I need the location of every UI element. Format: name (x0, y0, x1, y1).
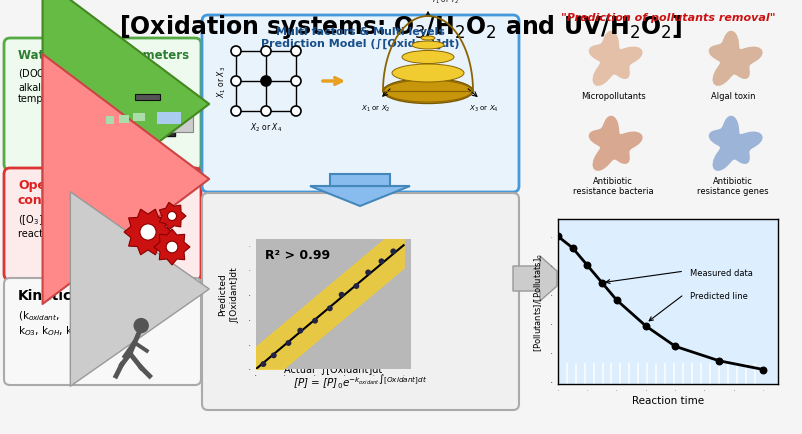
Circle shape (231, 47, 241, 57)
Circle shape (168, 212, 176, 221)
Text: Micropollutants: Micropollutants (581, 92, 646, 101)
Point (757, 366, 770, 373)
Circle shape (166, 242, 178, 253)
Point (267, 352, 280, 359)
Text: $X_3$ or $X_4$: $X_3$ or $X_4$ (469, 104, 499, 114)
Point (552, 233, 565, 240)
Ellipse shape (421, 37, 435, 41)
Polygon shape (709, 32, 763, 87)
Text: Measured data: Measured data (690, 269, 753, 278)
Bar (106, 117, 114, 125)
Circle shape (291, 47, 301, 57)
Text: ([O$_3$]$_0$, [H$_2$O$_2$]$_0$, I$_0$,
reaction time): ([O$_3$]$_0$, [H$_2$O$_2$]$_0$, I$_0$, r… (18, 213, 107, 238)
Text: "Prediction of pollutants removal": "Prediction of pollutants removal" (561, 13, 776, 23)
Point (610, 297, 623, 304)
Text: [P] = [P]$_0$e$^{-k_{oxidant}\int[Oxidant]dt}$: [P] = [P]$_0$e$^{-k_{oxidant}\int[Oxidan… (294, 372, 427, 390)
Text: Antibiotic
resistance bacteria: Antibiotic resistance bacteria (573, 177, 654, 196)
Circle shape (261, 47, 271, 57)
X-axis label: Reaction time: Reaction time (632, 395, 704, 405)
Text: Operating
conditions: Operating conditions (18, 178, 91, 207)
Point (639, 323, 652, 330)
Polygon shape (310, 187, 410, 207)
Bar (132, 110, 146, 150)
FancyBboxPatch shape (4, 39, 201, 171)
Bar (120, 99, 175, 137)
Circle shape (134, 319, 148, 333)
Point (323, 305, 336, 312)
Text: Algal toxin: Algal toxin (711, 92, 755, 101)
Text: (DOC, UV$_{254}$, pH,
alkalinity,
temperature): (DOC, UV$_{254}$, pH, alkalinity, temper… (18, 67, 101, 104)
Text: (k$_{oxidant}$,
k$_{O3}$, k$_{OH}$, k$_{UV}$): (k$_{oxidant}$, k$_{O3}$, k$_{OH}$, k$_{… (18, 308, 87, 337)
Ellipse shape (402, 51, 454, 64)
Polygon shape (513, 256, 557, 301)
Text: R² > 0.99: R² > 0.99 (265, 249, 330, 262)
FancyBboxPatch shape (202, 16, 519, 193)
Point (596, 279, 609, 286)
Point (282, 340, 295, 347)
Circle shape (140, 224, 156, 240)
Text: [Oxidation systems: O$_3$/H$_2$O$_2$ and UV/H$_2$O$_2$]: [Oxidation systems: O$_3$/H$_2$O$_2$ and… (119, 13, 683, 41)
Ellipse shape (383, 79, 473, 104)
Bar (133, 114, 145, 122)
Point (362, 270, 375, 276)
Ellipse shape (392, 65, 464, 83)
Text: $X_2$ or $X_4$: $X_2$ or $X_4$ (250, 122, 282, 134)
Polygon shape (709, 116, 763, 171)
Polygon shape (154, 230, 190, 265)
Text: $X_1$ or $X_3$: $X_1$ or $X_3$ (216, 66, 229, 98)
Circle shape (291, 107, 301, 117)
Bar (118, 112, 130, 147)
Polygon shape (160, 203, 186, 230)
Circle shape (261, 107, 271, 117)
Point (309, 318, 322, 325)
Ellipse shape (412, 42, 444, 50)
FancyBboxPatch shape (4, 169, 201, 280)
Point (581, 262, 593, 269)
Ellipse shape (384, 81, 472, 103)
Y-axis label: [Pollutants]/[Pollutats]$_0$: [Pollutants]/[Pollutats]$_0$ (533, 253, 545, 351)
Circle shape (291, 77, 301, 87)
Point (713, 358, 726, 365)
Point (387, 248, 399, 255)
Bar (135, 95, 160, 101)
Text: Water quality parameters: Water quality parameters (18, 49, 189, 62)
Bar (119, 116, 129, 124)
Circle shape (261, 77, 271, 87)
Point (350, 283, 363, 290)
Point (335, 292, 348, 299)
FancyBboxPatch shape (4, 278, 201, 385)
Bar (157, 113, 181, 125)
Circle shape (231, 107, 241, 117)
Bar (330, 174, 390, 187)
Circle shape (231, 77, 241, 87)
Bar (105, 113, 115, 143)
Bar (155, 107, 193, 133)
Point (566, 245, 579, 252)
Text: Multi factors & Multi levels
Prediction Model (∫[Oxidant]dt): Multi factors & Multi levels Prediction … (261, 27, 460, 49)
Text: $X_1$ or $X_2$: $X_1$ or $X_2$ (361, 104, 391, 114)
Polygon shape (589, 32, 642, 87)
Point (669, 343, 682, 350)
Text: $Y_1$ or $Y_2$: $Y_1$ or $Y_2$ (431, 0, 459, 6)
Text: Antibiotic
resistance genes: Antibiotic resistance genes (697, 177, 769, 196)
Polygon shape (589, 116, 642, 171)
Text: Predicted
∫[Oxidant]dt: Predicted ∫[Oxidant]dt (218, 266, 237, 322)
Point (257, 361, 269, 368)
Circle shape (111, 217, 121, 227)
Text: Predicted line: Predicted line (690, 292, 748, 301)
FancyBboxPatch shape (202, 194, 519, 410)
Point (294, 327, 306, 334)
Polygon shape (124, 210, 172, 255)
Text: Actual  ∫[Oxidant]dt: Actual ∫[Oxidant]dt (284, 364, 382, 374)
Point (375, 258, 388, 265)
Text: Kinetics: Kinetics (18, 288, 80, 302)
